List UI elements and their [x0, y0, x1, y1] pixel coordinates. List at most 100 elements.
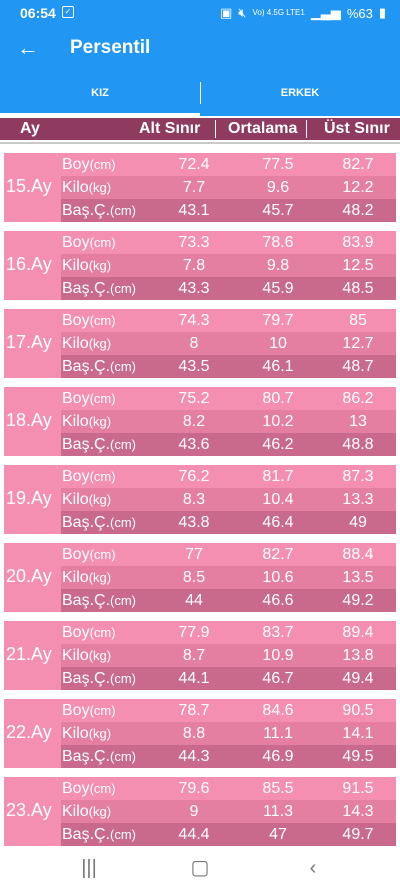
- signal-text: Vo) 4.5G LTE1: [252, 8, 305, 17]
- row-label-text: Baş.Ç.: [62, 358, 111, 375]
- value-ust: 13.8: [342, 647, 374, 664]
- row-boy: Boy(cm) 77 82.7 88.4: [61, 543, 396, 566]
- value-ortalama: 81.7: [262, 468, 294, 485]
- row-label: Baş.Ç.(cm): [62, 436, 136, 454]
- value-alt: 43.6: [178, 436, 210, 453]
- row-label-text: Kilo: [62, 335, 89, 352]
- value-alt: 43.5: [178, 358, 210, 375]
- value-ust: 12.7: [342, 335, 374, 352]
- value-ortalama: 83.7: [262, 624, 294, 641]
- row-unit: (cm): [110, 437, 137, 452]
- value-ust: 13.3: [342, 491, 374, 508]
- row-kilo: Kilo(kg) 8.5 10.6 13.5: [61, 566, 396, 589]
- row-label-text: Baş.Ç.: [62, 514, 111, 531]
- row-label: Baş.Ç.(cm): [62, 748, 136, 766]
- value-ust: 90.5: [342, 702, 374, 719]
- value-ust: 49.2: [342, 592, 374, 609]
- row-kilo: Kilo(kg) 8 10 12.7: [61, 332, 396, 355]
- value-ortalama: 10.4: [262, 491, 294, 508]
- value-ust: 12.2: [342, 179, 374, 196]
- value-alt: 8.5: [182, 569, 206, 586]
- row-unit: (cm): [89, 391, 116, 406]
- row-unit: (kg): [88, 336, 112, 351]
- value-ortalama: 11.1: [263, 725, 293, 742]
- row-label: Kilo(kg): [62, 803, 111, 821]
- row-label-text: Boy: [62, 312, 90, 329]
- list-item: 15.Ay Boy(cm) 72.4 77.5 82.7 Kilo(kg) 7.7 9.6 12…: [4, 153, 396, 222]
- value-ust: 85: [349, 312, 367, 329]
- row-unit: (cm): [89, 547, 116, 562]
- row-unit: (cm): [89, 625, 116, 640]
- row-label: Kilo(kg): [62, 491, 111, 509]
- value-alt: 7.8: [182, 257, 206, 274]
- row-label-text: Boy: [62, 624, 90, 641]
- value-ust: 49.7: [342, 826, 374, 843]
- value-alt: 75.2: [178, 390, 210, 407]
- row-label-text: Baş.Ç.: [62, 670, 111, 687]
- tab-kiz[interactable]: KIZ: [91, 87, 109, 99]
- recent-apps-icon[interactable]: |||: [81, 857, 97, 879]
- value-ust: 86.2: [342, 390, 374, 407]
- value-ortalama: 46.9: [262, 748, 294, 765]
- row-label-text: Kilo: [62, 413, 89, 430]
- row-label: Kilo(kg): [62, 257, 111, 275]
- back-arrow-icon[interactable]: ←: [17, 35, 39, 60]
- home-icon[interactable]: ▢: [190, 857, 210, 879]
- value-ortalama: 10.9: [262, 647, 294, 664]
- battery-text: %63: [346, 5, 373, 21]
- value-alt: 44.4: [178, 826, 210, 843]
- back-icon[interactable]: ‹: [309, 857, 317, 879]
- row-label-text: Baş.Ç.: [62, 280, 111, 297]
- row-label-text: Kilo: [62, 257, 89, 274]
- value-ust: 48.7: [342, 358, 374, 375]
- value-alt: 79.6: [178, 780, 210, 797]
- row-label-text: Kilo: [62, 725, 89, 742]
- value-alt: 8.7: [182, 647, 206, 664]
- row-boy: Boy(cm) 73.3 78.6 83.9: [61, 231, 396, 254]
- row-label: Kilo(kg): [62, 413, 111, 431]
- list-item: 18.Ay Boy(cm) 75.2 80.7 86.2 Kilo(kg) 8.2 10.2 1…: [4, 387, 396, 456]
- row-kilo: Kilo(kg) 8.7 10.9 13.8: [61, 644, 396, 667]
- value-ortalama: 46.6: [262, 592, 294, 609]
- notification-check-icon: ✓: [62, 6, 74, 18]
- row-unit: (cm): [89, 703, 116, 718]
- signal-icon: ▁▃▅: [310, 5, 341, 20]
- list-item: 17.Ay Boy(cm) 74.3 79.7 85 Kilo(kg) 8 10 12.7 Baş…: [4, 309, 396, 378]
- month-label: 22.Ay: [6, 722, 52, 742]
- value-ortalama: 46.2: [262, 436, 294, 453]
- value-ust: 49.4: [342, 670, 374, 687]
- month-label: 16.Ay: [6, 254, 52, 274]
- value-ortalama: 10.6: [262, 569, 294, 586]
- row-label-text: Baş.Ç.: [62, 436, 111, 453]
- row-bas: Baş.Ç.(cm) 44 46.6 49.2: [61, 589, 396, 612]
- value-ortalama: 9.8: [266, 257, 290, 274]
- row-unit: (cm): [89, 157, 116, 172]
- row-label-text: Baş.Ç.: [62, 826, 111, 843]
- row-label: Boy(cm): [62, 156, 116, 174]
- row-boy: Boy(cm) 72.4 77.5 82.7: [61, 153, 396, 176]
- row-unit: (cm): [110, 203, 137, 218]
- value-ortalama: 47: [269, 826, 287, 843]
- row-bas: Baş.Ç.(cm) 43.3 45.9 48.5: [61, 277, 396, 300]
- value-alt: 44: [185, 592, 203, 609]
- row-label: Boy(cm): [62, 468, 116, 486]
- row-label: Baş.Ç.(cm): [62, 358, 136, 376]
- value-ust: 48.5: [342, 280, 374, 297]
- status-right: ▣ 🔇︎ Vo) 4.5G LTE1 ▁▃▅ %63 ▮: [220, 5, 386, 21]
- value-alt: 77: [185, 546, 203, 563]
- percentile-list[interactable]: 15.Ay Boy(cm) 72.4 77.5 82.7 Kilo(kg) 7.7 9.6 12…: [4, 153, 396, 846]
- row-label: Boy(cm): [62, 312, 116, 330]
- header-divider: [0, 142, 400, 144]
- month-label: 18.Ay: [6, 410, 52, 430]
- list-item: 23.Ay Boy(cm) 79.6 85.5 91.5 Kilo(kg) 9 11.3 14.…: [4, 777, 396, 846]
- status-time: 06:54: [20, 5, 56, 21]
- value-ust: 14.1: [342, 725, 374, 742]
- tab-erkek[interactable]: ERKEK: [280, 87, 320, 99]
- value-ust: 83.9: [342, 234, 374, 251]
- value-ust: 13: [349, 413, 367, 430]
- row-label-text: Boy: [62, 234, 90, 251]
- row-label-text: Boy: [62, 468, 90, 485]
- row-boy: Boy(cm) 76.2 81.7 87.3: [61, 465, 396, 488]
- row-unit: (cm): [110, 671, 137, 686]
- status-bar: 06:54 ✓ ▣ 🔇︎ Vo) 4.5G LTE1 ▁▃▅ %63 ▮: [0, 0, 400, 26]
